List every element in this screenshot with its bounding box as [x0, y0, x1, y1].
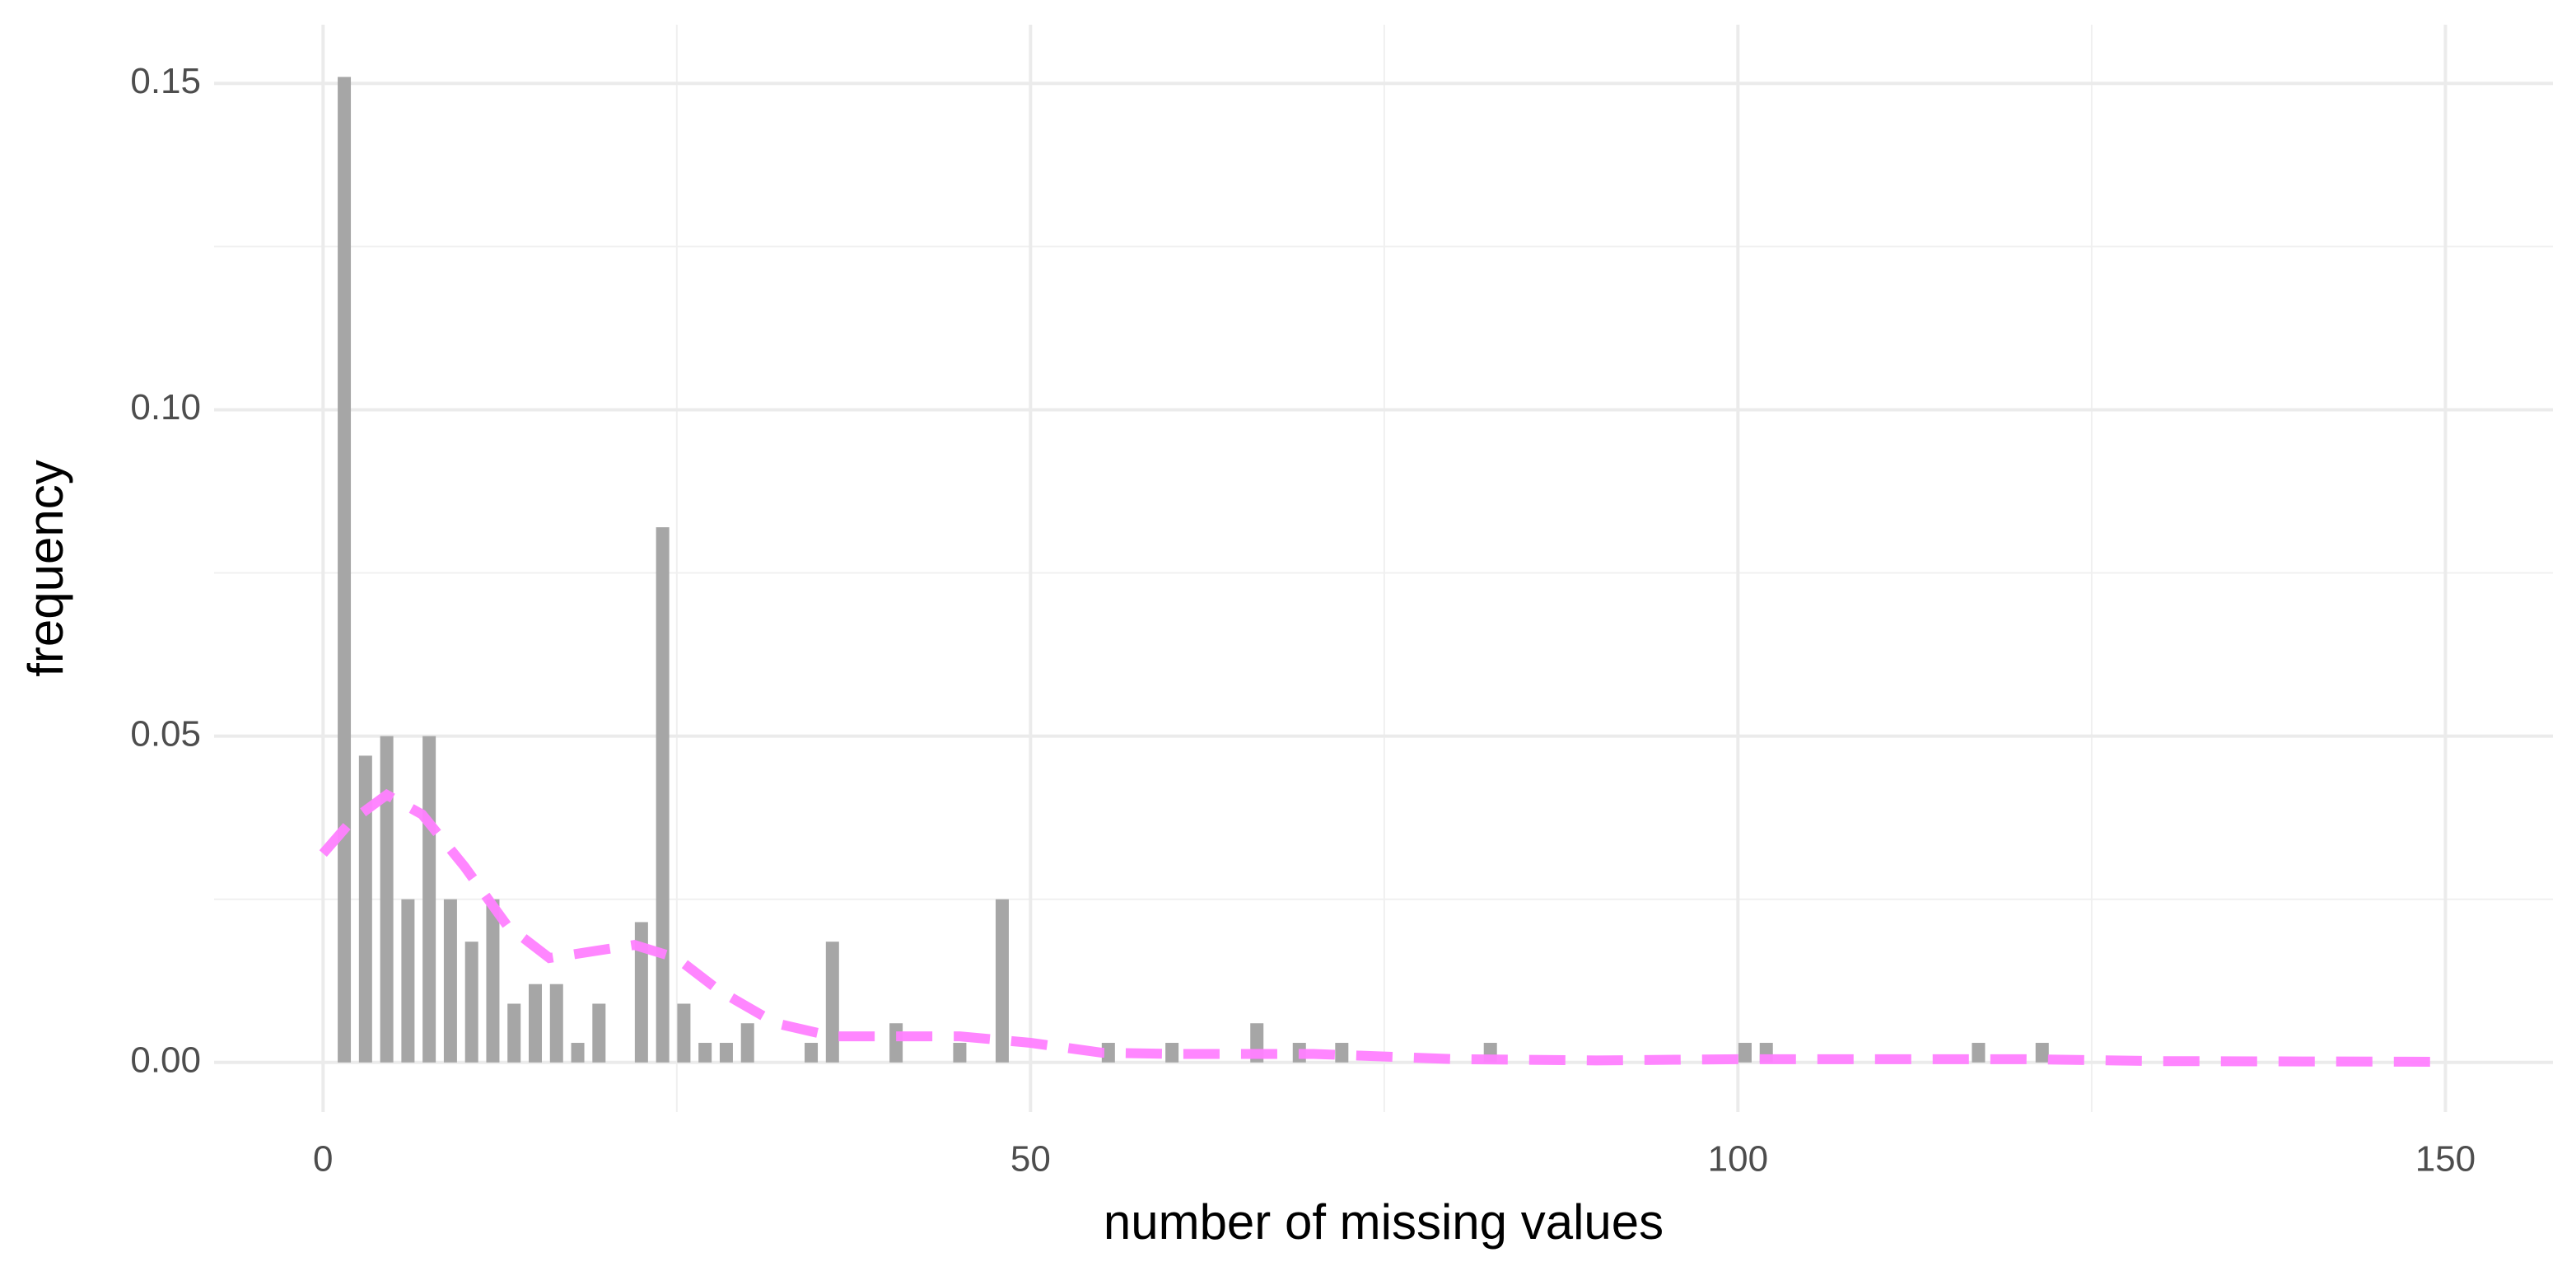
density-line: [319, 788, 2446, 1067]
x-tick-label: 100: [1708, 1139, 1768, 1180]
bar: [338, 77, 352, 1063]
bar: [656, 527, 670, 1063]
y-tick-label: 0.05: [130, 713, 201, 754]
y-tick-label: 0.10: [130, 387, 201, 428]
bar: [1738, 1043, 1752, 1063]
bar: [422, 736, 436, 1063]
bar: [486, 899, 500, 1063]
bar: [2035, 1043, 2049, 1063]
bar: [507, 1003, 521, 1063]
x-tick-label: 150: [2415, 1139, 2476, 1180]
y-tick-label: 0.00: [130, 1040, 201, 1080]
bar: [464, 942, 478, 1063]
bar: [953, 1043, 967, 1063]
bar: [889, 1023, 903, 1063]
bar: [380, 736, 394, 1063]
bar: [1165, 1043, 1179, 1063]
y-axis-title: frequency: [18, 460, 73, 677]
bar: [740, 1023, 754, 1063]
bar: [995, 899, 1009, 1063]
bar: [571, 1043, 585, 1063]
bar: [1335, 1043, 1349, 1063]
bar: [677, 1003, 691, 1063]
bar: [1101, 1043, 1115, 1063]
bar: [805, 1043, 819, 1063]
bar: [719, 1043, 733, 1063]
bar: [1972, 1043, 1986, 1063]
x-tick-label: 0: [313, 1139, 333, 1180]
bar: [358, 755, 372, 1063]
bar: [529, 984, 543, 1063]
x-tick-label: 50: [1010, 1139, 1051, 1180]
bar: [443, 899, 457, 1063]
bar: [825, 942, 839, 1063]
bar: [592, 1003, 606, 1063]
bar: [634, 922, 648, 1063]
bar: [698, 1043, 712, 1063]
bar: [401, 899, 415, 1063]
bar: [549, 984, 563, 1063]
y-tick-label: 0.15: [130, 61, 201, 101]
x-axis-title: number of missing values: [1104, 1194, 1664, 1250]
